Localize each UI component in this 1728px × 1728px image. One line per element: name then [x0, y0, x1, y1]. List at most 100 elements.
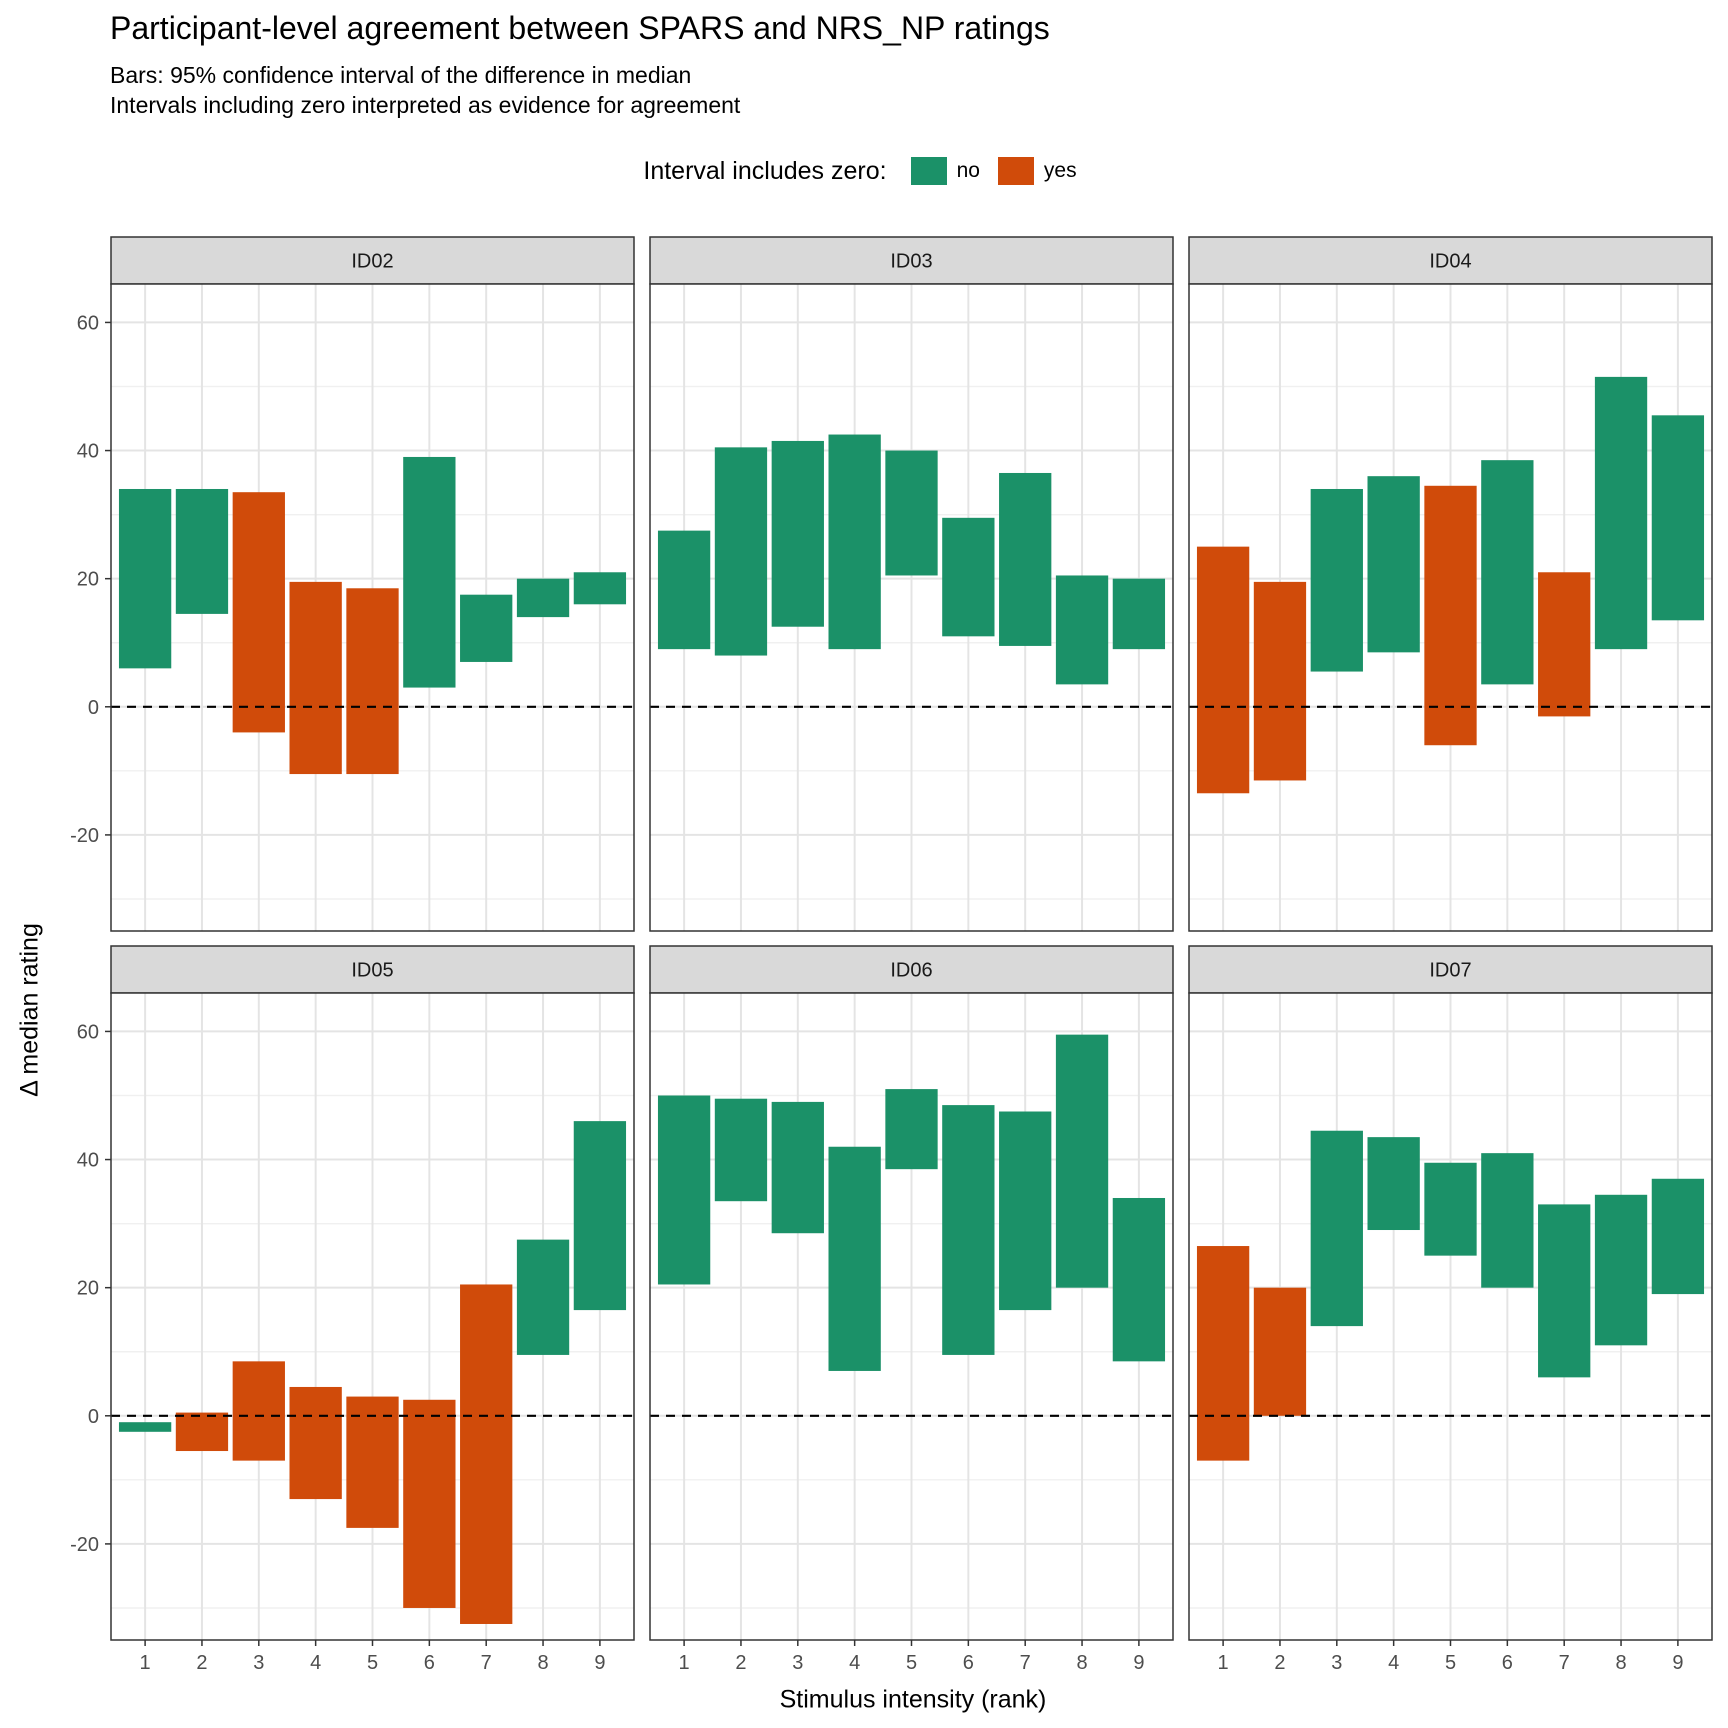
bar-id06-9 — [1112, 1197, 1166, 1362]
x-tick-label: 2 — [196, 1652, 207, 1674]
bar-id02-4 — [289, 581, 342, 775]
legend-title: Interval includes zero: — [643, 156, 887, 185]
bar-id07-1 — [1196, 1246, 1250, 1461]
panel-border-id02 — [110, 283, 635, 932]
bar-id05-2 — [175, 1412, 229, 1452]
bar-id02-2 — [175, 488, 229, 614]
x-tick-label: 6 — [963, 1652, 974, 1674]
facet-label-id03: ID03 — [890, 251, 932, 273]
bar-id03-9 — [1112, 578, 1166, 650]
x-tick-label: 8 — [537, 1652, 548, 1674]
x-tick-label: 4 — [1388, 1652, 1399, 1674]
panel-border-id03 — [649, 283, 1174, 932]
bar-id07-8 — [1594, 1194, 1648, 1346]
bar-id07-3 — [1310, 1130, 1363, 1327]
legend-label-no: no — [956, 159, 980, 182]
facet-label-id07: ID07 — [1429, 960, 1471, 982]
x-tick-label: 8 — [1615, 1652, 1626, 1674]
facet-strip-id05 — [110, 945, 635, 994]
bar-id02-1 — [118, 488, 172, 669]
legend-swatch-no — [910, 157, 947, 185]
bar-id06-4 — [828, 1146, 881, 1371]
bar-id03-4 — [828, 434, 881, 650]
y-tick-label: -20 — [70, 1534, 99, 1556]
facet-strip-id07 — [1188, 945, 1713, 994]
x-tick-label: 7 — [1559, 1652, 1570, 1674]
bar-id04-3 — [1310, 488, 1363, 672]
bar-id07-6 — [1481, 1153, 1534, 1288]
x-tick-label: 3 — [792, 1652, 803, 1674]
x-tick-label: 2 — [735, 1652, 746, 1674]
bar-id05-5 — [346, 1396, 399, 1528]
bar-id05-9 — [573, 1121, 627, 1311]
bar-id05-1 — [118, 1422, 172, 1432]
bar-id07-9 — [1651, 1178, 1705, 1295]
x-tick-label: 1 — [679, 1652, 690, 1674]
y-tick-label: 40 — [77, 1150, 99, 1172]
facet-strip-id06 — [649, 945, 1174, 994]
x-tick-label: 5 — [1445, 1652, 1456, 1674]
x-tick-label: 2 — [1274, 1652, 1285, 1674]
chart-title: Participant-level agreement between SPAR… — [110, 10, 1050, 46]
x-tick-label: 5 — [906, 1652, 917, 1674]
bar-id03-8 — [1055, 575, 1109, 685]
facet-strip-id02 — [110, 236, 635, 285]
x-tick-label: 4 — [849, 1652, 860, 1674]
x-tick-label: 6 — [424, 1652, 435, 1674]
y-axis-label: Δ median rating — [15, 923, 44, 1097]
bar-id02-7 — [460, 594, 513, 662]
x-tick-label: 5 — [367, 1652, 378, 1674]
legend-item-no: no — [910, 157, 980, 185]
bar-id07-4 — [1367, 1137, 1420, 1231]
y-tick-label: -20 — [70, 825, 99, 847]
x-tick-label: 1 — [140, 1652, 151, 1674]
bar-id04-1 — [1196, 546, 1250, 794]
bar-id03-2 — [714, 447, 768, 656]
x-tick-label: 3 — [1331, 1652, 1342, 1674]
bar-id05-8 — [516, 1239, 570, 1355]
bar-id04-8 — [1594, 376, 1648, 650]
bar-id06-8 — [1055, 1034, 1109, 1288]
bar-id05-4 — [289, 1386, 342, 1500]
bar-id04-7 — [1538, 572, 1591, 717]
bar-id02-9 — [573, 572, 627, 605]
bar-id03-3 — [771, 440, 824, 627]
x-tick-label: 7 — [1020, 1652, 1031, 1674]
bar-id03-5 — [885, 450, 938, 576]
bar-id06-7 — [999, 1111, 1052, 1311]
bar-id05-6 — [403, 1399, 456, 1608]
x-tick-label: 7 — [481, 1652, 492, 1674]
x-tick-label: 4 — [310, 1652, 321, 1674]
bar-id07-5 — [1424, 1162, 1477, 1256]
bar-id06-5 — [885, 1089, 938, 1170]
y-tick-label: 40 — [77, 441, 99, 463]
bar-id02-3 — [232, 492, 285, 733]
bar-id04-9 — [1651, 415, 1705, 621]
bar-id06-1 — [657, 1095, 711, 1285]
x-tick-label: 9 — [594, 1652, 605, 1674]
bar-id07-2 — [1253, 1287, 1307, 1416]
facet-label-id05: ID05 — [351, 960, 393, 982]
y-tick-label: 20 — [77, 569, 99, 591]
x-tick-label: 1 — [1218, 1652, 1229, 1674]
x-tick-label: 8 — [1076, 1652, 1087, 1674]
bar-id02-5 — [346, 588, 399, 775]
legend-item-yes: yes — [997, 157, 1077, 185]
bar-id05-7 — [460, 1284, 513, 1624]
bar-id04-4 — [1367, 476, 1420, 653]
bar-id04-2 — [1253, 581, 1307, 781]
y-tick-label: 20 — [77, 1278, 99, 1300]
bar-id03-7 — [999, 472, 1052, 646]
x-tick-label: 3 — [253, 1652, 264, 1674]
facet-strip-id04 — [1188, 236, 1713, 285]
legend: Interval includes zero: no yes — [0, 154, 1728, 188]
bar-id03-1 — [657, 530, 711, 650]
facet-label-id06: ID06 — [890, 960, 932, 982]
y-tick-label: 60 — [77, 1021, 99, 1043]
y-tick-label: 60 — [77, 312, 99, 334]
legend-swatch-yes — [997, 157, 1034, 185]
bar-id03-6 — [942, 517, 995, 637]
x-axis-label: Stimulus intensity (rank) — [779, 1685, 1047, 1714]
bar-id05-3 — [232, 1361, 285, 1461]
